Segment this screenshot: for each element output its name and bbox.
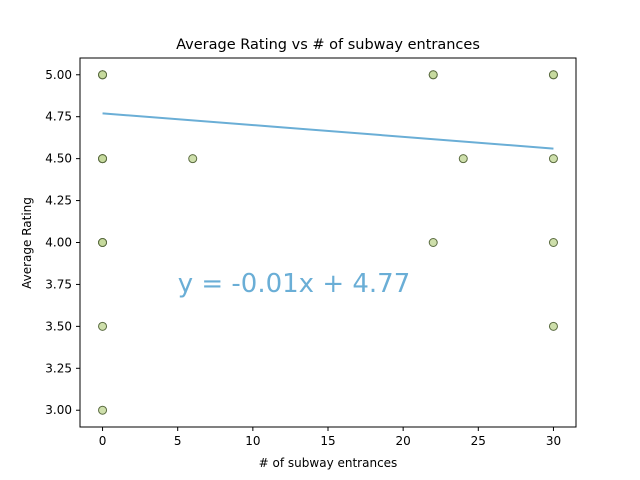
data-point: [188, 154, 198, 164]
data-point: [98, 70, 108, 80]
x-tick-label: 0: [99, 434, 107, 448]
regression-line: [102, 112, 554, 150]
x-tick-label: 25: [471, 434, 486, 448]
chart-title: Average Rating vs # of subway entrances: [176, 37, 480, 53]
y-tick-label: 3.50: [45, 319, 72, 333]
y-axis-ticks: 3.00 3.25 3.50 3.75 4.00 4.25 4.50 4.75 5.00: [45, 68, 80, 417]
y-tick-label: 4.25: [45, 194, 72, 208]
y-tick-label: 3.00: [45, 403, 72, 417]
data-point: [548, 321, 558, 331]
data-point: [98, 238, 108, 247]
data-point: [548, 70, 558, 80]
y-tick-label: 4.00: [45, 236, 72, 250]
y-tick-label: 4.50: [45, 152, 72, 166]
data-point: [428, 238, 438, 247]
data-point: [548, 154, 558, 164]
y-tick-label: 3.25: [45, 361, 72, 375]
x-tick-label: 10: [245, 434, 260, 448]
data-point: [458, 154, 468, 164]
x-tick-label: 5: [174, 434, 182, 448]
y-tick-label: 4.75: [45, 110, 72, 124]
x-axis-ticks: 0 5 10 15 20 25 30: [99, 427, 561, 448]
plot-area: 0 5 10 15 20 25 30 3.00 3.25 3.50 3.75 4.00 4.25 4.5…: [45, 57, 577, 448]
data-point: [98, 154, 108, 164]
data-point: [548, 238, 558, 247]
data-point: [428, 70, 438, 80]
x-tick-label: 20: [396, 434, 411, 448]
data-point: [98, 321, 108, 331]
series-layer: [98, 70, 558, 415]
y-tick-label: 3.75: [45, 277, 72, 291]
y-axis-label: Average Rating: [20, 197, 34, 289]
data-point: [98, 405, 108, 415]
annotation-layer: y = -0.01x + 4.77: [178, 269, 411, 299]
regression-equation-label: y = -0.01x + 4.77: [178, 269, 411, 299]
y-tick-label: 5.00: [45, 68, 72, 82]
x-axis-label: # of subway entrances: [259, 456, 398, 470]
x-tick-label: 15: [320, 434, 335, 448]
x-tick-label: 30: [546, 434, 561, 448]
